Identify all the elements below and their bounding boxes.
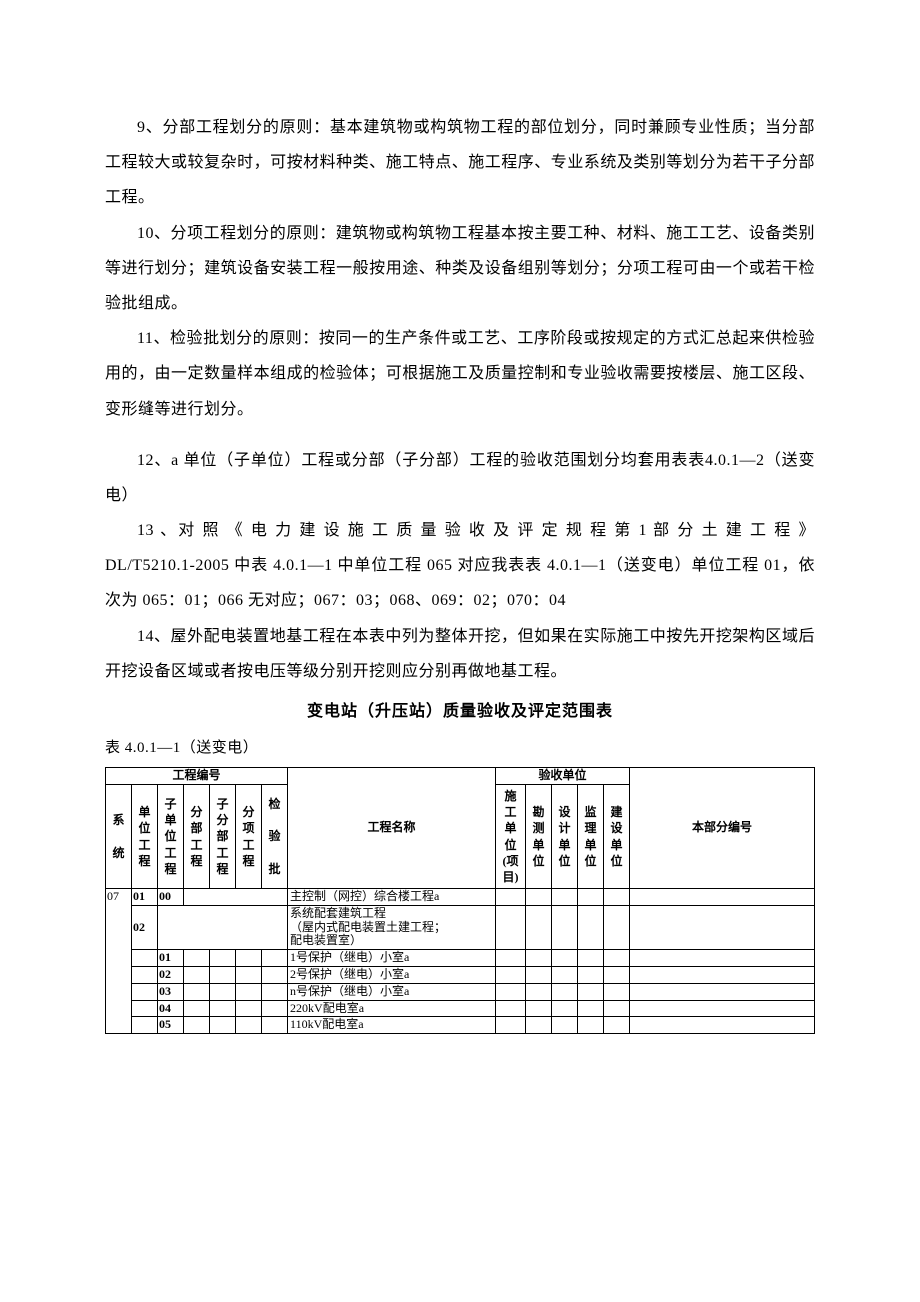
acceptance-table: 工程编号 工程名称 验收单位 本部分编号 系统 单位工程 子单位工程 分部工程 … — [105, 767, 815, 1034]
header-section-no: 本部分编号 — [630, 768, 815, 889]
header-proj-no: 工程编号 — [106, 768, 288, 785]
cell-unit: 02 — [132, 905, 158, 949]
header-supervise-unit: 监理单位 — [578, 784, 604, 888]
paragraph-9: 9、分部工程划分的原则：基本建筑物或构筑物工程的部位划分，同时兼顾专业性质；当分… — [105, 110, 815, 216]
header-accept-unit: 验收单位 — [496, 768, 630, 785]
table-row: 02 2号保护（继电）小室a — [106, 967, 815, 984]
header-sub-div-proj: 子分部工程 — [210, 784, 236, 888]
cell-name: 220kV配电室a — [288, 1000, 496, 1017]
paragraph-14: 14、屋外配电装置地基工程在本表中列为整体开挖，但如果在实际施工中按先开挖架构区… — [105, 619, 815, 689]
paragraph-13: 13 、对 照 《 电 力 建 设 施 工 质 量 验 收 及 评 定 规 程 … — [105, 513, 815, 619]
cell-subunit: 03 — [158, 983, 184, 1000]
table-row: 07 01 00 主控制（网控）综合楼工程a — [106, 889, 815, 906]
header-item-proj: 分项工程 — [236, 784, 262, 888]
table-body: 07 01 00 主控制（网控）综合楼工程a 02 系统配套建筑工程（屋内式配电… — [106, 889, 815, 1034]
cell-unit: 01 — [132, 889, 158, 906]
table-caption: 表 4.0.1—1（送变电） — [105, 732, 815, 765]
table-row: 04 220kV配电室a — [106, 1000, 815, 1017]
paragraph-11: 11、检验批划分的原则：按同一的生产条件或工艺、工序阶段或按规定的方式汇总起来供… — [105, 321, 815, 427]
header-unit-proj: 单位工程 — [132, 784, 158, 888]
cell-unit — [132, 950, 158, 967]
cell-subunit: 00 — [158, 889, 184, 906]
header-design-unit: 设计单位 — [552, 784, 578, 888]
cell-subunit: 02 — [158, 967, 184, 984]
table-row: 03 n号保护（继电）小室a — [106, 983, 815, 1000]
header-inspect-batch: 检验批 — [262, 784, 288, 888]
header-construct-unit: 施工单位(项目) — [496, 784, 526, 888]
cell-name: 1号保护（继电）小室a — [288, 950, 496, 967]
cell-subunit: 04 — [158, 1000, 184, 1017]
cell-name: n号保护（继电）小室a — [288, 983, 496, 1000]
header-system: 系统 — [106, 784, 132, 888]
table-title: 变电站（升压站）质量验收及评定范围表 — [105, 694, 815, 729]
header-proj-name: 工程名称 — [288, 768, 496, 889]
table-header: 工程编号 工程名称 验收单位 本部分编号 系统 单位工程 子单位工程 分部工程 … — [106, 768, 815, 889]
cell-unit — [132, 983, 158, 1000]
cell-unit — [132, 1017, 158, 1034]
cell-subunit: 05 — [158, 1017, 184, 1034]
cell-unit — [132, 967, 158, 984]
cell-empty — [158, 905, 288, 949]
table-row: 01 1号保护（继电）小室a — [106, 950, 815, 967]
header-build-unit: 建设单位 — [604, 784, 630, 888]
table-row: 05 110kV配电室a — [106, 1017, 815, 1034]
cell-unit — [132, 1000, 158, 1017]
paragraph-10: 10、分项工程划分的原则：建筑物或构筑物工程基本按主要工种、材料、施工工艺、设备… — [105, 216, 815, 322]
cell-subunit: 01 — [158, 950, 184, 967]
cell-sys: 07 — [106, 889, 132, 1034]
table-row: 02 系统配套建筑工程（屋内式配电装置土建工程；配电装置室） — [106, 905, 815, 949]
cell-name: 2号保护（继电）小室a — [288, 967, 496, 984]
header-div-proj: 分部工程 — [184, 784, 210, 888]
cell-name: 主控制（网控）综合楼工程a — [288, 889, 496, 906]
cell-empty — [184, 889, 288, 906]
paragraph-12: 12、a 单位（子单位）工程或分部（子分部）工程的验收范围划分均套用表表4.0.… — [105, 443, 815, 513]
cell-name: 系统配套建筑工程（屋内式配电装置土建工程；配电装置室） — [288, 905, 496, 949]
cell-name: 110kV配电室a — [288, 1017, 496, 1034]
header-survey-unit: 勘测单位 — [526, 784, 552, 888]
header-sub-unit-proj: 子单位工程 — [158, 784, 184, 888]
